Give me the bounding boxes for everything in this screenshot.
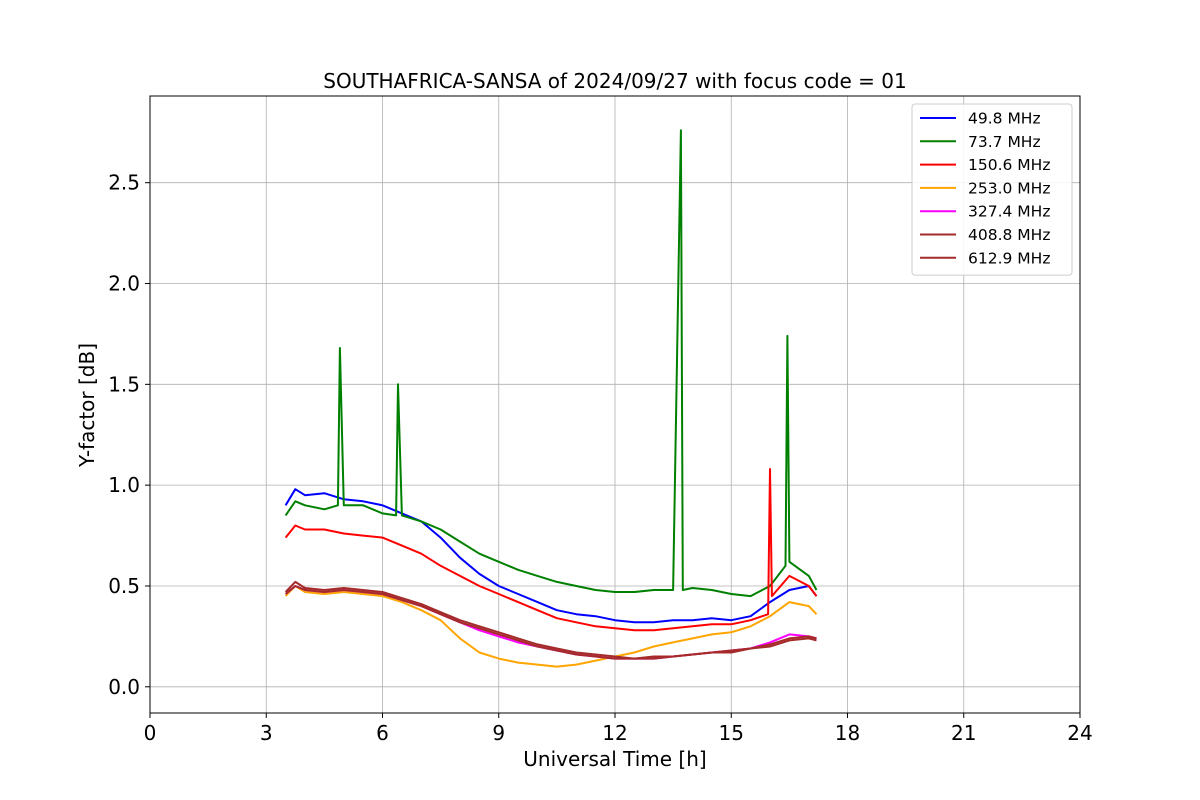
x-tick-label: 15 bbox=[719, 721, 744, 745]
series-line-0 bbox=[284, 488, 818, 624]
chart-title: SOUTHAFRICA-SANSA of 2024/09/27 with foc… bbox=[323, 69, 907, 93]
y-tick-label: 0.5 bbox=[108, 574, 140, 598]
y-tick-label: 1.5 bbox=[108, 372, 140, 396]
x-tick-label: 24 bbox=[1067, 721, 1092, 745]
legend-label: 253.0 MHz bbox=[968, 179, 1050, 197]
x-tick-label: 0 bbox=[144, 721, 157, 745]
x-tick-label: 18 bbox=[835, 721, 860, 745]
series-line-3 bbox=[284, 585, 818, 668]
series-line-1 bbox=[284, 129, 818, 598]
x-tick-label: 12 bbox=[602, 721, 627, 745]
y-axis-label: Y-factor [dB] bbox=[75, 343, 99, 468]
series-line-6 bbox=[284, 585, 817, 660]
y-tick-label: 2.0 bbox=[108, 272, 140, 296]
y-axis-ticks: 0.0 0.5 1.0 1.5 2.0 2.5 bbox=[108, 171, 150, 699]
series-line-5 bbox=[284, 580, 817, 660]
legend-label: 408.8 MHz bbox=[968, 226, 1050, 244]
x-tick-label: 3 bbox=[260, 721, 273, 745]
legend-label: 327.4 MHz bbox=[968, 203, 1050, 221]
legend-label: 612.9 MHz bbox=[968, 249, 1050, 267]
y-tick-label: 0.0 bbox=[108, 675, 140, 699]
y-tick-label: 1.0 bbox=[108, 473, 140, 497]
x-axis-ticks: 0 3 6 9 12 15 18 21 24 bbox=[144, 713, 1093, 745]
legend-label: 49.8 MHz bbox=[968, 110, 1041, 128]
legend-label: 73.7 MHz bbox=[968, 133, 1041, 151]
series-layer bbox=[284, 129, 818, 668]
legend-label: 150.6 MHz bbox=[968, 156, 1050, 174]
x-tick-label: 6 bbox=[376, 721, 389, 745]
y-tick-label: 2.5 bbox=[108, 171, 140, 195]
series-line-2 bbox=[284, 468, 818, 632]
legend-frame bbox=[911, 103, 1073, 276]
x-tick-label: 21 bbox=[951, 721, 976, 745]
legend: 49.8 MHz 73.7 MHz 150.6 MHz 253.0 MHz 32… bbox=[911, 103, 1073, 276]
x-axis-label: Universal Time [h] bbox=[523, 747, 706, 771]
x-tick-label: 9 bbox=[492, 721, 505, 745]
